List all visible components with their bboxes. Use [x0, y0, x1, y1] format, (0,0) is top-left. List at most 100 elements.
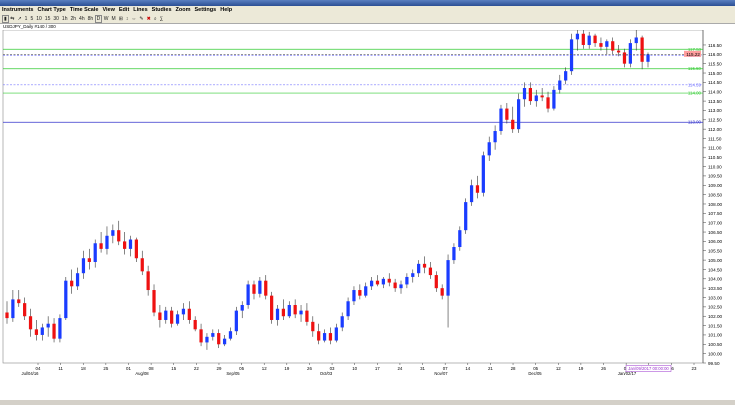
draw-icon[interactable]: ✎	[139, 16, 144, 22]
candle-body[interactable]	[511, 119, 515, 130]
zoom-icon[interactable]: ⇔	[131, 16, 137, 22]
timeframe-4h[interactable]: 4h	[79, 16, 85, 22]
candle-body[interactable]	[599, 43, 603, 47]
candle-body[interactable]	[134, 239, 138, 259]
candle-body[interactable]	[493, 131, 497, 143]
candle-body[interactable]	[228, 331, 233, 339]
candle-body[interactable]	[128, 239, 133, 249]
candle-body[interactable]	[475, 185, 480, 193]
menu-item-help[interactable]: Help	[220, 7, 233, 13]
delete-icon[interactable]: ✖	[146, 16, 151, 22]
timeframe-1[interactable]: 1	[24, 16, 28, 22]
candle-body[interactable]	[170, 310, 174, 324]
candle-body[interactable]	[58, 318, 62, 339]
menu-item-view[interactable]: View	[102, 7, 115, 13]
candle-body[interactable]	[458, 230, 462, 248]
candle-body[interactable]	[11, 299, 15, 319]
candle-body[interactable]	[505, 108, 509, 120]
candle-body[interactable]	[152, 290, 156, 313]
candle-body[interactable]	[5, 312, 9, 319]
candle-body[interactable]	[205, 336, 209, 343]
menu-item-instruments[interactable]: Instruments	[2, 7, 34, 13]
candle-body[interactable]	[440, 288, 444, 296]
candle-body[interactable]	[246, 284, 250, 306]
candle-body[interactable]	[581, 33, 585, 45]
candle-body[interactable]	[305, 310, 309, 322]
scale-icon[interactable]: ↕	[125, 16, 129, 22]
candle-body[interactable]	[217, 333, 221, 345]
candle-body[interactable]	[81, 258, 86, 274]
timeframe-8h[interactable]: 8h	[87, 16, 94, 22]
candle-body[interactable]	[334, 327, 338, 341]
candle-body[interactable]	[105, 235, 109, 249]
candle-body[interactable]	[322, 333, 327, 341]
candle-body[interactable]	[534, 95, 538, 102]
candle-body[interactable]	[540, 95, 544, 98]
candle-body[interactable]	[587, 35, 591, 45]
candle-body[interactable]	[75, 273, 80, 287]
candle-body[interactable]	[64, 280, 68, 319]
candle-body[interactable]	[546, 97, 550, 109]
candle-body[interactable]	[358, 290, 362, 296]
line-tool-icon[interactable]: ↗	[17, 16, 22, 22]
candle-body[interactable]	[181, 308, 186, 315]
candle-body[interactable]	[387, 278, 391, 283]
price-chart[interactable]: 116.50 116.00 115.50 115.00 114.50 114.00 113.…	[0, 24, 735, 400]
candle-body[interactable]	[640, 37, 644, 62]
candle-body[interactable]	[564, 71, 568, 81]
candle-body[interactable]	[23, 303, 27, 317]
menu-item-settings[interactable]: Settings	[194, 7, 217, 13]
candle-body[interactable]	[375, 280, 380, 285]
candle-body[interactable]	[270, 295, 274, 320]
candle-body[interactable]	[558, 80, 562, 90]
period-W[interactable]: W	[103, 16, 109, 22]
candle-body[interactable]	[646, 54, 650, 62]
timeframe-1h[interactable]: 1h	[61, 16, 68, 22]
candle-body[interactable]	[611, 41, 615, 51]
candle-body[interactable]	[275, 308, 280, 320]
candle-body[interactable]	[140, 258, 144, 272]
candle-body[interactable]	[193, 319, 197, 330]
candle-body[interactable]	[287, 305, 291, 317]
menu-item-chart-type[interactable]: Chart Type	[37, 7, 66, 13]
candle-body[interactable]	[93, 243, 97, 262]
candle-body[interactable]	[487, 142, 491, 156]
menu-item-studies[interactable]: Studies	[151, 7, 172, 13]
candle-body[interactable]	[517, 99, 521, 130]
candle-body[interactable]	[434, 275, 438, 289]
candle-body[interactable]	[46, 323, 50, 328]
candle-body[interactable]	[405, 276, 409, 285]
candle-body[interactable]	[481, 155, 485, 193]
chart-type-icon[interactable]: ▮	[2, 15, 9, 23]
candle-body[interactable]	[199, 329, 203, 343]
candle-body[interactable]	[187, 308, 191, 320]
candle-body[interactable]	[417, 263, 421, 274]
candle-body[interactable]	[293, 305, 297, 315]
candle-body[interactable]	[164, 310, 168, 320]
timeframe-30[interactable]: 30	[53, 16, 59, 22]
candle-body[interactable]	[122, 241, 127, 249]
menu-item-lines[interactable]: Lines	[133, 7, 148, 13]
chart-area[interactable]: 116.50 116.00 115.50 115.00 114.50 114.00 113.…	[0, 24, 735, 400]
candle-body[interactable]	[364, 286, 368, 296]
menu-item-zoom[interactable]: Zoom	[175, 7, 191, 13]
candle-body[interactable]	[446, 260, 450, 296]
candle-body[interactable]	[264, 280, 268, 296]
candle-body[interactable]	[575, 33, 580, 40]
candle-body[interactable]	[346, 301, 350, 317]
candle-body[interactable]	[634, 37, 638, 44]
candle-body[interactable]	[369, 280, 374, 287]
candle-body[interactable]	[28, 316, 33, 330]
candle-body[interactable]	[528, 87, 533, 102]
candle-body[interactable]	[411, 273, 415, 277]
candle-body[interactable]	[34, 329, 39, 335]
candle-body[interactable]	[252, 284, 256, 294]
candle-body[interactable]	[222, 338, 227, 345]
candle-body[interactable]	[87, 258, 91, 262]
candle-body[interactable]	[299, 310, 303, 315]
period-D[interactable]: D	[94, 15, 103, 23]
candle-body[interactable]	[258, 280, 262, 294]
candle-body[interactable]	[628, 43, 632, 64]
candle-body[interactable]	[569, 39, 574, 72]
crosshair-icon[interactable]: ⇆	[10, 16, 15, 22]
